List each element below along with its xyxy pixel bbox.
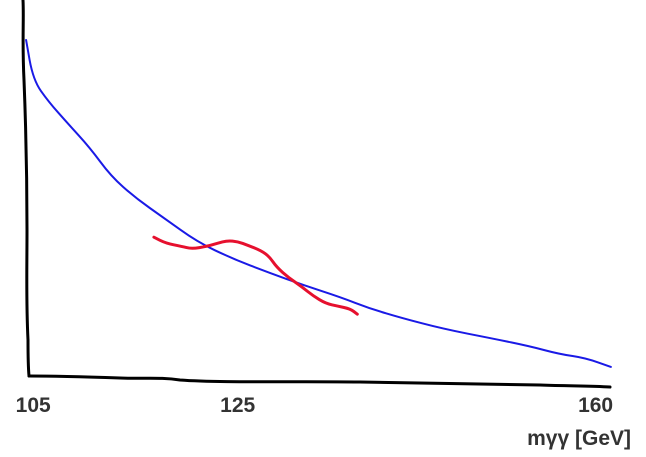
x-tick-labels: 105 125 160: [16, 394, 613, 417]
axes-layer: [21, 0, 612, 389]
y-axis-line: [21, 0, 31, 378]
x-tick-label: 160: [578, 394, 613, 417]
x-axis-title: mγγ [GeV]: [527, 427, 631, 450]
x-tick-label: 125: [220, 394, 255, 417]
background-series-line: [25, 39, 612, 368]
x-tick-label: 105: [16, 394, 51, 417]
signal-series-line: [152, 235, 359, 316]
series-layer: [25, 39, 612, 368]
x-axis-line: [27, 374, 612, 389]
